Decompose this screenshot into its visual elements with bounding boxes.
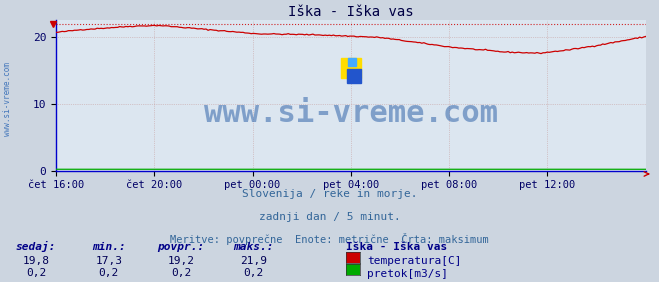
- Text: 0,2: 0,2: [99, 268, 119, 278]
- Text: 0,2: 0,2: [26, 268, 46, 278]
- Text: 21,9: 21,9: [241, 256, 267, 266]
- Text: zadnji dan / 5 minut.: zadnji dan / 5 minut.: [258, 212, 401, 222]
- Text: sedaj:: sedaj:: [16, 241, 57, 252]
- Title: Iška - Iška vas: Iška - Iška vas: [288, 5, 414, 19]
- Text: maks.:: maks.:: [233, 242, 274, 252]
- Text: povpr.:: povpr.:: [158, 242, 205, 252]
- Text: temperatura[C]: temperatura[C]: [367, 256, 461, 266]
- Text: 17,3: 17,3: [96, 256, 122, 266]
- Text: pretok[m3/s]: pretok[m3/s]: [367, 268, 448, 279]
- Text: Meritve: povprečne  Enote: metrične  Črta: maksimum: Meritve: povprečne Enote: metrične Črta:…: [170, 233, 489, 244]
- Text: min.:: min.:: [92, 242, 126, 252]
- Text: Slovenija / reke in morje.: Slovenija / reke in morje.: [242, 190, 417, 199]
- Text: Iška - Iška vas: Iška - Iška vas: [346, 242, 447, 252]
- Text: 0,2: 0,2: [244, 268, 264, 278]
- Text: 19,8: 19,8: [23, 256, 49, 266]
- Text: www.si-vreme.com: www.si-vreme.com: [204, 99, 498, 128]
- Text: www.si-vreme.com: www.si-vreme.com: [3, 62, 13, 136]
- Text: 19,2: 19,2: [168, 256, 194, 266]
- Text: 0,2: 0,2: [171, 268, 191, 278]
